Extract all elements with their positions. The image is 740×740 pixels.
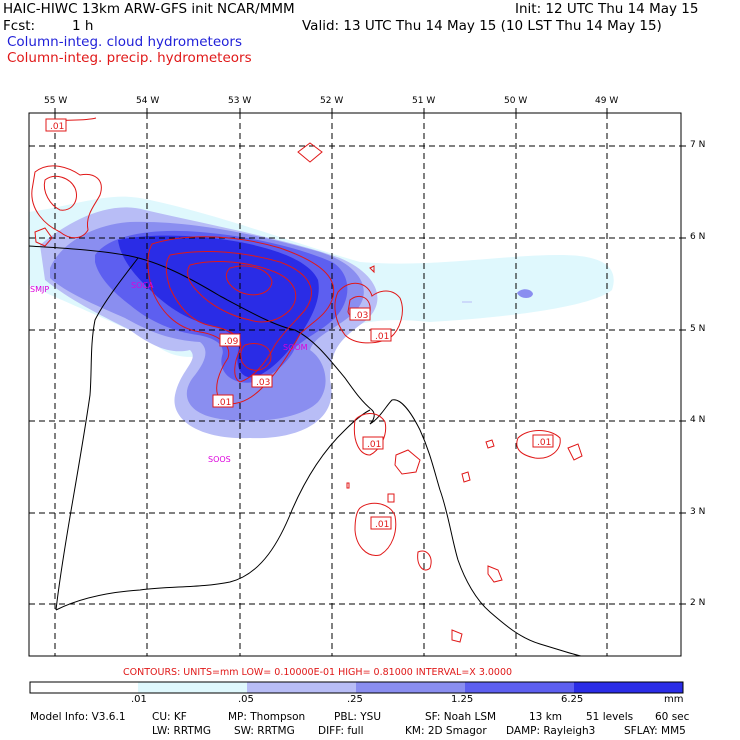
model-info-km: KM: 2D Smagor [405,725,487,737]
lat-label: 6 N [690,232,706,242]
lon-label: 52 W [320,96,344,106]
model-info-damp: DAMP: Rayleigh3 [506,725,596,737]
valid-time: Valid: 13 UTC Thu 14 May 15 (10 LST Thu … [302,18,662,34]
model-info-version: Model Info: V3.6.1 [30,711,126,723]
precip-contours [31,117,583,643]
contour-label: .03 [256,378,270,388]
plot-title: HAIC-HIWC 13km ARW-GFS init NCAR/MMM [3,1,295,17]
contour-label: .01 [50,122,64,132]
field-cloud-label: Column-integ. cloud hydrometeors [7,34,243,50]
lon-label: 55 W [44,96,68,106]
lat-label: 7 N [690,140,706,150]
model-info-levels: 51 levels [586,711,634,723]
lon-label: 53 W [228,96,252,106]
station-soos: SOOS [208,455,231,464]
map-background [29,113,681,656]
model-info-diff: DIFF: full [318,725,364,737]
legend-tick: .01 [131,694,147,705]
cloud-shading [29,196,614,439]
latlon-grid [29,113,681,656]
forecast-label: Fcst: [3,18,36,34]
cloud-level1b [29,215,49,249]
station-smjp: SMJP [30,285,49,294]
model-info-cu: CU: KF [152,711,187,723]
model-info-mp: MP: Thompson [228,711,306,723]
lon-label: 51 W [412,96,436,106]
contour-label: .03 [354,311,368,321]
lon-label: 49 W [595,96,619,106]
lat-label: 4 N [690,415,706,425]
cloud-speck [517,289,533,298]
coastline [29,245,582,656]
station-soom: SOOM [283,343,308,352]
legend-tick: .05 [238,694,254,705]
lat-label: 5 N [690,324,706,334]
map-frame [28,112,682,657]
forecast-value: 1 h [72,18,94,34]
contour-label: .01 [367,440,381,450]
lat-label: 3 N [690,507,706,517]
model-info-sf: SF: Noah LSM [425,711,497,723]
contour-label: .01 [375,520,389,530]
legend-tick: 1.25 [451,694,474,705]
legend-unit: mm [664,694,684,705]
station-soca: SOCA [131,281,154,290]
model-info-pbl: PBL: YSU [334,711,382,723]
contours-info: CONTOURS: UNITS=mm LOW= 0.10000E-01 HIGH… [123,667,513,678]
lon-label: 54 W [136,96,160,106]
legend-colorbar [29,681,684,694]
lon-ticks [54,108,608,113]
model-info-resolution: 13 km [529,711,563,723]
contour-label: .09 [224,337,239,347]
model-info-timestep: 60 sec [655,711,690,723]
lat-label: 2 N [690,598,706,608]
contour-label: .01 [375,332,389,342]
lon-label: 50 W [504,96,528,106]
init-time: Init: 12 UTC Thu 14 May 15 [515,1,699,17]
contour-label: .01 [537,438,551,448]
contour-label-texts: .01 .09 .03 .01 .03 .01 .01 .01 .01 [50,122,551,530]
model-info-sw: SW: RRTMG [234,725,295,737]
model-info-lw: LW: RRTMG [152,725,211,737]
contour-label: .01 [217,398,231,408]
lat-ticks [681,145,686,605]
contour-label-boxes [45,118,554,530]
field-precip-label: Column-integ. precip. hydrometeors [7,50,252,66]
stations: SMJP SOCA SOOM SOOS [30,281,308,464]
model-info-sflay: SFLAY: MM5 [624,725,686,737]
legend-tick: 6.25 [561,694,584,705]
legend-tick: .25 [347,694,363,705]
cloud-level5 [118,235,319,378]
